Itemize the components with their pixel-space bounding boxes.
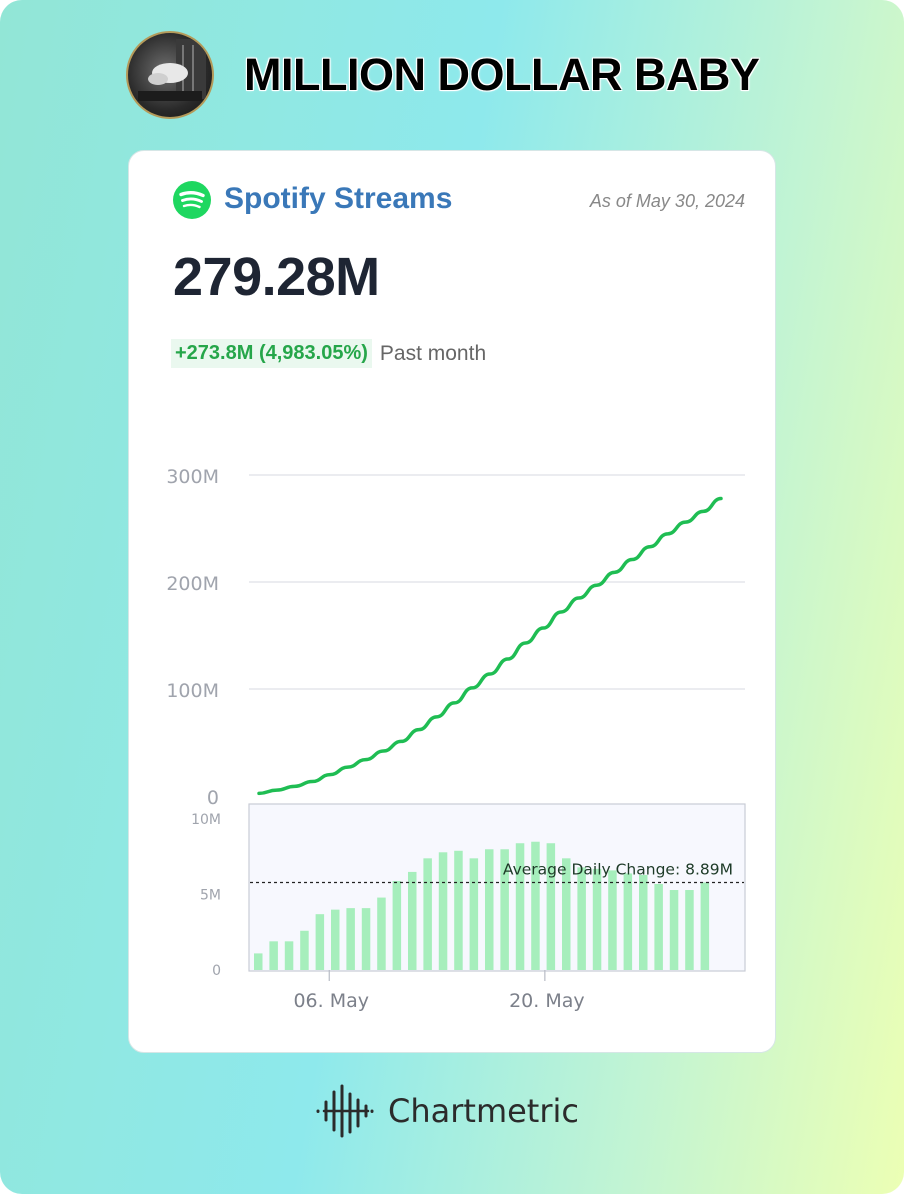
song-title: MILLION DOLLAR BABY bbox=[244, 49, 760, 100]
daily-change-bar bbox=[485, 849, 494, 970]
daily-change-bar bbox=[408, 871, 417, 970]
daily-change-bar bbox=[361, 908, 371, 970]
daily-change-bar bbox=[685, 890, 694, 970]
line-chart-grid bbox=[249, 474, 745, 690]
line-chart-y-ticks: 0 100M 200M 300M bbox=[166, 466, 219, 809]
daily-change-bar bbox=[531, 841, 540, 970]
total-streams: 279.28M bbox=[173, 247, 380, 307]
daily-change-bar bbox=[438, 852, 448, 970]
daily-change-bar bbox=[300, 930, 309, 970]
streams-card: Spotify Streams As of May 30, 2024 279.2… bbox=[128, 150, 776, 1053]
daily-change-bar bbox=[284, 941, 294, 970]
as-of-date: As of May 30, 2024 bbox=[589, 191, 745, 211]
line-y-tick-label: 300M bbox=[166, 466, 219, 488]
daily-change-bar bbox=[654, 883, 663, 970]
daily-change-bar bbox=[392, 880, 402, 970]
daily-change-bar bbox=[515, 843, 525, 970]
daily-change-bar bbox=[700, 882, 710, 970]
footer-brand-name: Chartmetric bbox=[388, 1092, 579, 1130]
daily-change-bar bbox=[592, 868, 602, 970]
daily-change-bar bbox=[423, 858, 432, 970]
bar-y-tick-label: 5M bbox=[200, 888, 221, 904]
bar-chart-x-ticks: 06. May 20. May bbox=[293, 970, 585, 1012]
artist-header: MILLION DOLLAR BABY bbox=[126, 30, 760, 120]
bar-x-tick-label: 06. May bbox=[293, 990, 369, 1012]
line-y-tick-label: 200M bbox=[166, 573, 219, 595]
footer-brand: Chartmetric bbox=[314, 1084, 579, 1138]
daily-change-bar bbox=[254, 953, 263, 970]
daily-change-bar bbox=[669, 890, 679, 970]
daily-change-bar bbox=[454, 850, 463, 970]
daily-change-bar bbox=[639, 874, 648, 970]
daily-change-bar bbox=[562, 858, 571, 970]
daily-change-bar bbox=[500, 849, 509, 970]
daily-change-bar bbox=[269, 941, 278, 970]
change-period: Past month bbox=[379, 341, 487, 365]
change-value: +273.8M (4,983.05%) bbox=[171, 339, 372, 368]
album-cover-icon bbox=[126, 31, 214, 119]
daily-change-bar bbox=[377, 897, 386, 970]
daily-change-bar bbox=[577, 867, 586, 970]
daily-change-bar bbox=[346, 908, 355, 970]
daily-change-bar bbox=[469, 858, 479, 970]
daily-change-bar bbox=[623, 873, 633, 970]
bar-y-tick-label: 0 bbox=[212, 963, 221, 979]
card-title: Spotify Streams bbox=[224, 182, 453, 215]
bar-y-tick-label: 10M bbox=[191, 812, 221, 828]
daily-change-bar bbox=[315, 914, 325, 970]
daily-change-bar bbox=[608, 870, 617, 970]
average-label: Average Daily Change: 8.89M bbox=[503, 860, 733, 878]
bar-chart-y-ticks: 0 5M 10M bbox=[191, 812, 221, 979]
spotify-icon bbox=[173, 181, 211, 219]
line-y-tick-label: 100M bbox=[166, 680, 219, 702]
streams-chart: 0 100M 200M 300M Average Daily Change: 8.89… bbox=[166, 466, 746, 1012]
streams-line bbox=[257, 496, 723, 796]
line-y-tick-label: 0 bbox=[207, 787, 219, 809]
bar-x-tick-label: 20. May bbox=[509, 990, 585, 1012]
daily-change-bar bbox=[331, 909, 340, 970]
change-row: +273.8M (4,983.05%) Past month bbox=[171, 339, 486, 368]
chartmetric-waveform-icon bbox=[316, 1084, 374, 1138]
daily-change-bars bbox=[254, 841, 710, 970]
daily-change-bar bbox=[546, 843, 556, 970]
